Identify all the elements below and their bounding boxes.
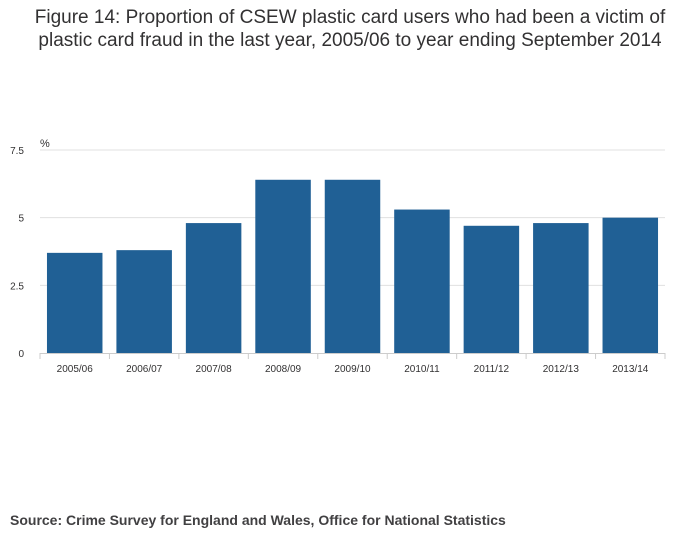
chart-title-line-2: plastic card fraud in the last year, 200… [38, 30, 662, 51]
bars [46, 179, 659, 353]
chart-title-line-1: Figure 14: Proportion of CSEW plastic ca… [34, 7, 666, 28]
bar-2012-13 [533, 223, 589, 353]
x-tick-label: 2007/08 [196, 364, 233, 375]
x-tick-label: 2005/06 [57, 364, 94, 375]
x-axis [39, 353, 666, 359]
y-tick-label: 5 [18, 214, 24, 225]
source-note: Source: Crime Survey for England and Wal… [10, 512, 506, 528]
x-tick-label: 2010/11 [404, 364, 440, 375]
bar-2007-08 [185, 223, 242, 353]
x-tick-label: 2013/14 [612, 364, 649, 375]
bar-2005-06 [46, 252, 103, 353]
bar-2008-09 [255, 179, 311, 353]
y-tick-label: 7.5 [10, 146, 24, 157]
y-tick-label: 0 [18, 349, 24, 360]
x-axis-ticks: 2005/06 2006/07 2007/08 2008/09 2009/10 2010/… [57, 364, 649, 375]
bar-2011-12 [463, 225, 520, 353]
x-tick-label: 2008/09 [265, 364, 302, 375]
bar-2006-07 [116, 250, 172, 353]
bar-2009-10 [324, 179, 381, 353]
bar-2013-14 [602, 217, 659, 353]
y-tick-label: 2.5 [10, 281, 24, 292]
x-tick-label: 2006/07 [126, 364, 163, 375]
x-tick-label: 2011/12 [474, 364, 510, 375]
y-axis-label: % [40, 138, 50, 150]
chart-title: Figure 14: Proportion of CSEW plastic ca… [0, 6, 700, 52]
y-axis-ticks: 0 2.5 5 7.5 [10, 146, 24, 360]
bar-2010-11 [394, 209, 450, 353]
x-tick-label: 2009/10 [334, 364, 371, 375]
x-tick-label: 2012/13 [543, 364, 580, 375]
